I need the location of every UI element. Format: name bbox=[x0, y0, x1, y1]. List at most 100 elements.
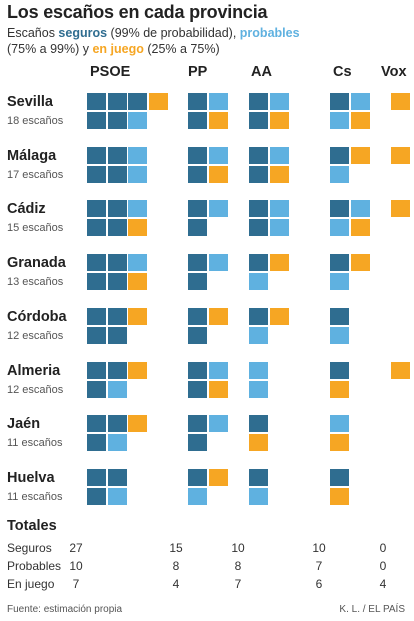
seat-seguro bbox=[87, 468, 106, 486]
party-header-psoe: PSOE bbox=[90, 64, 131, 80]
province-seats: 11 escaños bbox=[7, 437, 63, 450]
seat-probable bbox=[128, 146, 147, 164]
seat-seguro bbox=[107, 112, 127, 129]
seat-seguro bbox=[87, 146, 106, 164]
seat-en-juego bbox=[391, 200, 410, 218]
seat-probable bbox=[208, 93, 228, 110]
seat-en-juego bbox=[330, 434, 349, 452]
seat-seguro bbox=[87, 361, 106, 379]
footer-credit: K. L. / EL PAÍS bbox=[339, 604, 405, 615]
seat-probable bbox=[107, 487, 127, 505]
seat-seguro bbox=[87, 219, 106, 237]
seat-seguro bbox=[87, 200, 106, 218]
totals-row-label: Probables bbox=[7, 559, 62, 573]
seat-seguro bbox=[249, 219, 268, 237]
seat-seguro bbox=[188, 307, 207, 325]
totals-value: 7 bbox=[72, 577, 80, 591]
seat-probable bbox=[249, 380, 268, 398]
province-name: Almeria bbox=[7, 362, 61, 379]
province-name: Jaén bbox=[7, 416, 41, 433]
party-header-vox: Vox bbox=[381, 64, 407, 80]
seat-en-juego bbox=[391, 146, 410, 164]
seat-en-juego bbox=[350, 112, 370, 129]
seat-en-juego bbox=[128, 307, 147, 325]
seat-seguro bbox=[249, 254, 268, 272]
seat-seguro bbox=[330, 146, 349, 164]
seat-seguro bbox=[87, 93, 106, 110]
seat-seguro bbox=[188, 468, 207, 486]
seat-seguro bbox=[188, 326, 207, 344]
seat-seguro bbox=[87, 434, 106, 452]
seat-seguro bbox=[249, 146, 268, 164]
province-seats: 15 escaños bbox=[7, 222, 64, 235]
seat-seguro bbox=[249, 165, 268, 183]
legend-en-juego: en juego bbox=[92, 42, 144, 56]
legend-probables: probables bbox=[239, 26, 300, 40]
seat-probable bbox=[249, 361, 268, 379]
seat-probable bbox=[208, 146, 228, 164]
seat-en-juego bbox=[269, 254, 289, 272]
party-header-pp: PP bbox=[188, 64, 208, 80]
totals-value: 10 bbox=[231, 541, 245, 555]
subtitle-text: (25% a 75%) bbox=[143, 42, 220, 56]
seat-en-juego bbox=[269, 165, 289, 183]
seat-en-juego bbox=[350, 219, 370, 237]
province-seats: 12 escaños bbox=[7, 329, 64, 342]
seat-seguro bbox=[249, 468, 268, 486]
chart-title: Los escaños en cada provincia bbox=[7, 2, 268, 22]
totals-value: 7 bbox=[234, 577, 242, 591]
seat-probable bbox=[249, 487, 268, 505]
seat-en-juego bbox=[350, 254, 370, 272]
totals-value: 7 bbox=[315, 559, 323, 573]
seat-probable bbox=[208, 361, 228, 379]
seat-probable bbox=[107, 434, 127, 452]
seat-seguro bbox=[87, 112, 106, 129]
seat-seguro bbox=[188, 146, 207, 164]
seat-en-juego bbox=[391, 93, 410, 110]
totals-value: 8 bbox=[234, 559, 242, 573]
subtitle-text: (75% a 99%) y bbox=[7, 42, 93, 56]
seat-probable bbox=[208, 254, 228, 272]
seat-en-juego bbox=[330, 487, 349, 505]
seat-seguro bbox=[87, 307, 106, 325]
seat-en-juego bbox=[208, 165, 228, 183]
province-name: Córdoba bbox=[7, 308, 67, 325]
seat-seguro bbox=[107, 361, 127, 379]
party-header-aa: AA bbox=[251, 64, 272, 80]
seat-probable bbox=[350, 93, 370, 110]
seat-seguro bbox=[249, 112, 268, 129]
seat-en-juego bbox=[208, 468, 228, 486]
seat-seguro bbox=[330, 307, 349, 325]
seat-seguro bbox=[87, 487, 106, 505]
seat-en-juego bbox=[391, 361, 410, 379]
seat-seguro bbox=[249, 200, 268, 218]
seat-seguro bbox=[188, 380, 207, 398]
seat-seguro bbox=[128, 93, 147, 110]
province-seats: 17 escaños bbox=[7, 168, 64, 181]
seat-seguro bbox=[330, 254, 349, 272]
seat-en-juego bbox=[208, 112, 228, 129]
seat-seguro bbox=[107, 93, 127, 110]
totals-title: Totales bbox=[7, 518, 57, 534]
seat-en-juego bbox=[208, 380, 228, 398]
province-name: Granada bbox=[7, 255, 66, 272]
seat-seguro bbox=[107, 273, 127, 291]
seat-seguro bbox=[107, 468, 127, 486]
seat-seguro bbox=[107, 165, 127, 183]
seat-seguro bbox=[188, 254, 207, 272]
seat-probable bbox=[188, 487, 207, 505]
seat-probable bbox=[128, 200, 147, 218]
seat-seguro bbox=[330, 468, 349, 486]
totals-value: 4 bbox=[379, 577, 387, 591]
seat-seguro bbox=[87, 273, 106, 291]
seat-seguro bbox=[188, 112, 207, 129]
seat-probable bbox=[269, 93, 289, 110]
province-name: Málaga bbox=[7, 147, 57, 164]
seat-en-juego bbox=[249, 434, 268, 452]
seat-seguro bbox=[107, 146, 127, 164]
seat-seguro bbox=[188, 219, 207, 237]
seat-seguro bbox=[87, 380, 106, 398]
seat-seguro bbox=[188, 165, 207, 183]
seat-probable bbox=[128, 254, 147, 272]
seat-en-juego bbox=[208, 307, 228, 325]
